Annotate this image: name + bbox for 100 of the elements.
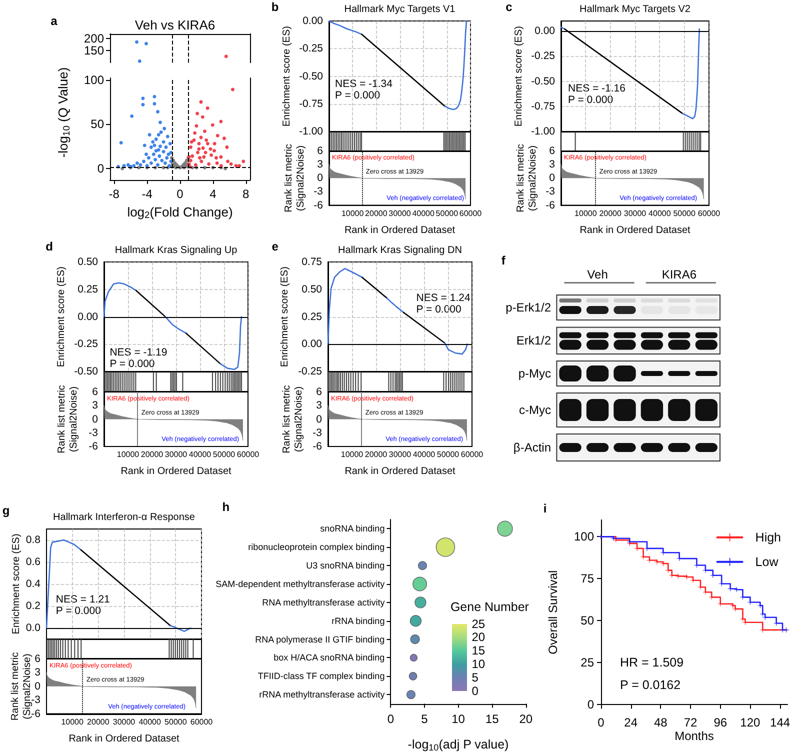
x-tick-label: 40000 [412, 208, 436, 218]
x-tick-label: 10000 [341, 208, 364, 218]
y-tick-label: 0 [92, 412, 98, 425]
y-tick-label: 6 [316, 386, 322, 398]
x-tick-label: 60000 [698, 208, 721, 218]
annotation: NES = 1.21 [56, 594, 110, 606]
x-tick-label: 120 [740, 716, 761, 730]
annotation: NES = -1.34 [335, 78, 393, 90]
x-tick-label: 5 [421, 712, 428, 726]
x-tick-label: 144 [770, 716, 790, 730]
annotation: P = 0.000 [110, 358, 155, 370]
text: c [506, 0, 513, 14]
legend-label: Low [755, 554, 780, 569]
y-tick-label: 50 [580, 614, 594, 628]
y-tick-label: -0.25 [298, 366, 322, 378]
text: e [271, 240, 278, 254]
x-tick-label: 50000 [436, 208, 459, 218]
x-tick-label: 24 [624, 716, 638, 730]
x-tick-label: 40000 [188, 450, 212, 459]
y-axis-title: Enrichment score (ES) [11, 534, 22, 634]
text: h [222, 500, 230, 514]
annotation: P = 0.000 [335, 90, 380, 102]
annotation: NES = -1.16 [568, 82, 626, 94]
annotation: 10 [472, 657, 486, 672]
y-axis-title: Enrichment score (ES) [282, 26, 292, 127]
y-tick-label: -6 [31, 707, 41, 720]
annotation: P = 0.000 [56, 605, 102, 618]
category-label: KIRA6 [662, 267, 697, 282]
y-tick-label: rRNA binding [332, 616, 385, 626]
y-tick-label: -3 [314, 185, 324, 198]
x-tick-label: 0 [598, 716, 605, 730]
y-tick-label: 0.0 [26, 622, 41, 634]
chart-title: Hallmark Kras Signaling Up [114, 245, 238, 256]
category-label: c-Myc [519, 403, 551, 417]
x-tick-label: 96 [714, 716, 728, 730]
text: i [543, 501, 547, 516]
x-tick-label: 40000 [648, 208, 672, 218]
x-tick-label: 10000 [61, 716, 84, 726]
y-tick-label: 6 [317, 144, 324, 157]
y-tick-label: box H/ACA snoRNA binding [274, 652, 385, 663]
y-tick-label: U3 snoRNA binding [306, 560, 385, 571]
y-tick-label: RNA polymerase II GTIF binding [255, 634, 385, 644]
x-tick-label: 72 [684, 716, 698, 730]
y-axis-title: -log10 (Q Value) [56, 67, 72, 158]
x-tick-label: 0 [387, 712, 394, 726]
y-tick-label: 0.4 [26, 578, 41, 590]
chart-title: Hallmark Interferon-α Response [53, 512, 196, 523]
text: f [501, 254, 506, 268]
annotation: 15 [472, 644, 486, 658]
y-tick-label: -0.50 [299, 70, 324, 82]
y-tick-label: -0.25 [74, 338, 98, 351]
y-tick-label: 75 [580, 572, 594, 586]
y-tick-label: -3 [312, 426, 322, 439]
category-label: p-Erk1/2 [506, 300, 551, 314]
x-tick-label: 50000 [673, 208, 696, 218]
y-axis-title: Rank list metric (Signal2Noise) [281, 384, 304, 454]
y-tick-label: -1.00 [531, 126, 556, 138]
text: d [46, 240, 53, 254]
y-tick-label: 100 [84, 72, 104, 87]
annotation: NES = 1.24 [416, 292, 470, 305]
y-tick-label: 3 [549, 158, 556, 170]
y-tick-label: -0.25 [531, 50, 556, 62]
y-tick-label: -6 [546, 198, 556, 211]
x-tick-label: 8 [242, 187, 250, 201]
y-tick-label: 0.00 [301, 338, 322, 351]
x-tick-label: 20000 [364, 450, 388, 459]
chart-title: Hallmark Kras Signaling DN [338, 245, 462, 256]
x-tick-label: 60000 [190, 716, 214, 726]
y-tick-label: 0.75 [301, 256, 322, 268]
y-tick-label: -0.75 [531, 100, 556, 113]
annotation: 0 [472, 684, 479, 698]
y-tick-label: -3 [31, 694, 41, 706]
x-tick-label: -8 [108, 187, 120, 201]
x-tick-label: 30000 [388, 450, 412, 459]
x-tick-label: 30000 [112, 716, 136, 726]
x-tick-label: 50000 [212, 450, 236, 459]
text: g [2, 504, 10, 518]
annotation: 5 [472, 670, 479, 685]
y-tick-label: -1.00 [299, 126, 324, 138]
x-tick-label: 20000 [365, 208, 388, 218]
x-tick-label: 10000 [574, 208, 598, 218]
x-axis-title: Rank in Ordered Dataset [344, 224, 456, 236]
y-tick-label: 0.00 [78, 311, 98, 324]
y-tick-label: 0 [549, 172, 556, 184]
annotation: P = 0.000 [568, 94, 614, 106]
y-tick-label: ribonucleoprotein complex binding [248, 542, 385, 552]
y-tick-label: 0.00 [534, 25, 556, 38]
y-tick-label: -6 [314, 198, 324, 211]
text: b [271, 0, 279, 14]
annotation: P = 0.0162 [620, 678, 681, 692]
y-tick-label: 25 [580, 656, 594, 670]
y-tick-label: 0 [97, 161, 104, 176]
y-tick-label: 3 [92, 399, 98, 412]
chart-title: Hallmark Myc Targets V2 [580, 4, 691, 15]
x-tick-label: 20 [519, 712, 533, 726]
y-axis-title: Enrichment score (ES) [514, 26, 524, 127]
x-tick-label: 40000 [412, 450, 436, 459]
x-tick-label: 4 [210, 187, 217, 201]
text: a [50, 14, 58, 28]
y-tick-label: 3 [317, 158, 324, 170]
